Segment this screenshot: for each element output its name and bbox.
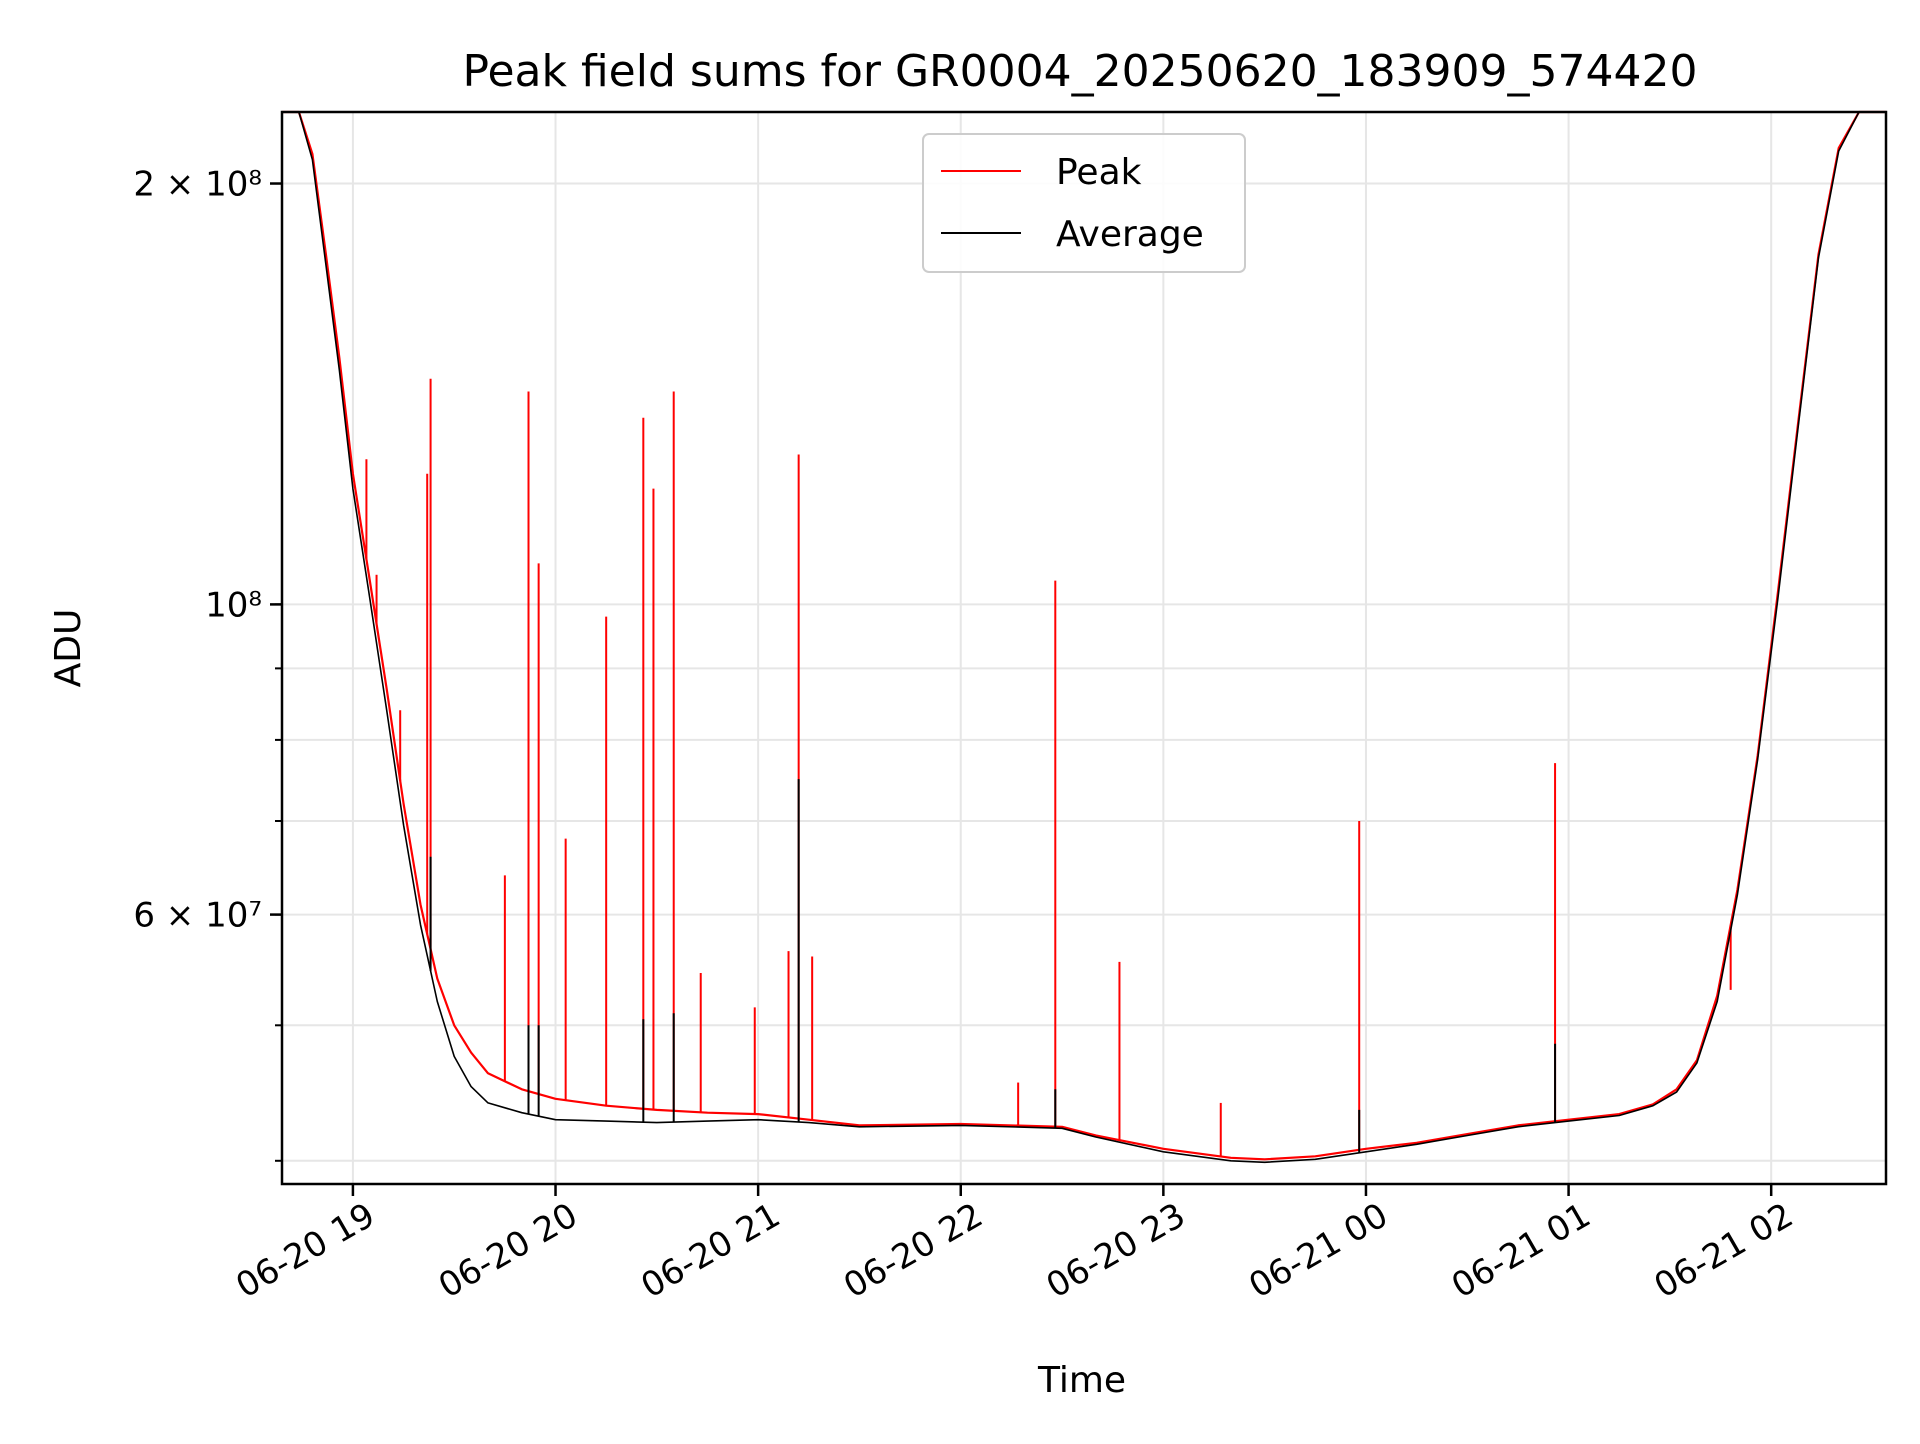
legend-box xyxy=(922,133,1246,273)
legend: Peak Average xyxy=(922,133,1246,273)
plot-frame xyxy=(280,110,1888,1186)
legend-label-average: Average xyxy=(1056,214,1204,255)
series-peak xyxy=(282,110,1886,1161)
chart-title: Peak field sums for GR0004_20250620_1839… xyxy=(463,46,1698,97)
y-tick-label: 10⁸ xyxy=(205,585,262,625)
y-tick-label: 2 × 10⁸ xyxy=(133,165,262,205)
y-axis-label: ADU xyxy=(48,609,89,688)
peak-line xyxy=(282,110,1886,1161)
average-line xyxy=(282,111,1886,1164)
grid-layer xyxy=(282,112,1886,1184)
legend-label-peak: Peak xyxy=(1056,152,1142,193)
series-average xyxy=(282,111,1886,1164)
series-layer xyxy=(282,110,1886,1164)
y-tick-label: 6 × 10⁷ xyxy=(133,896,262,936)
x-axis-label: Time xyxy=(1037,1360,1126,1401)
